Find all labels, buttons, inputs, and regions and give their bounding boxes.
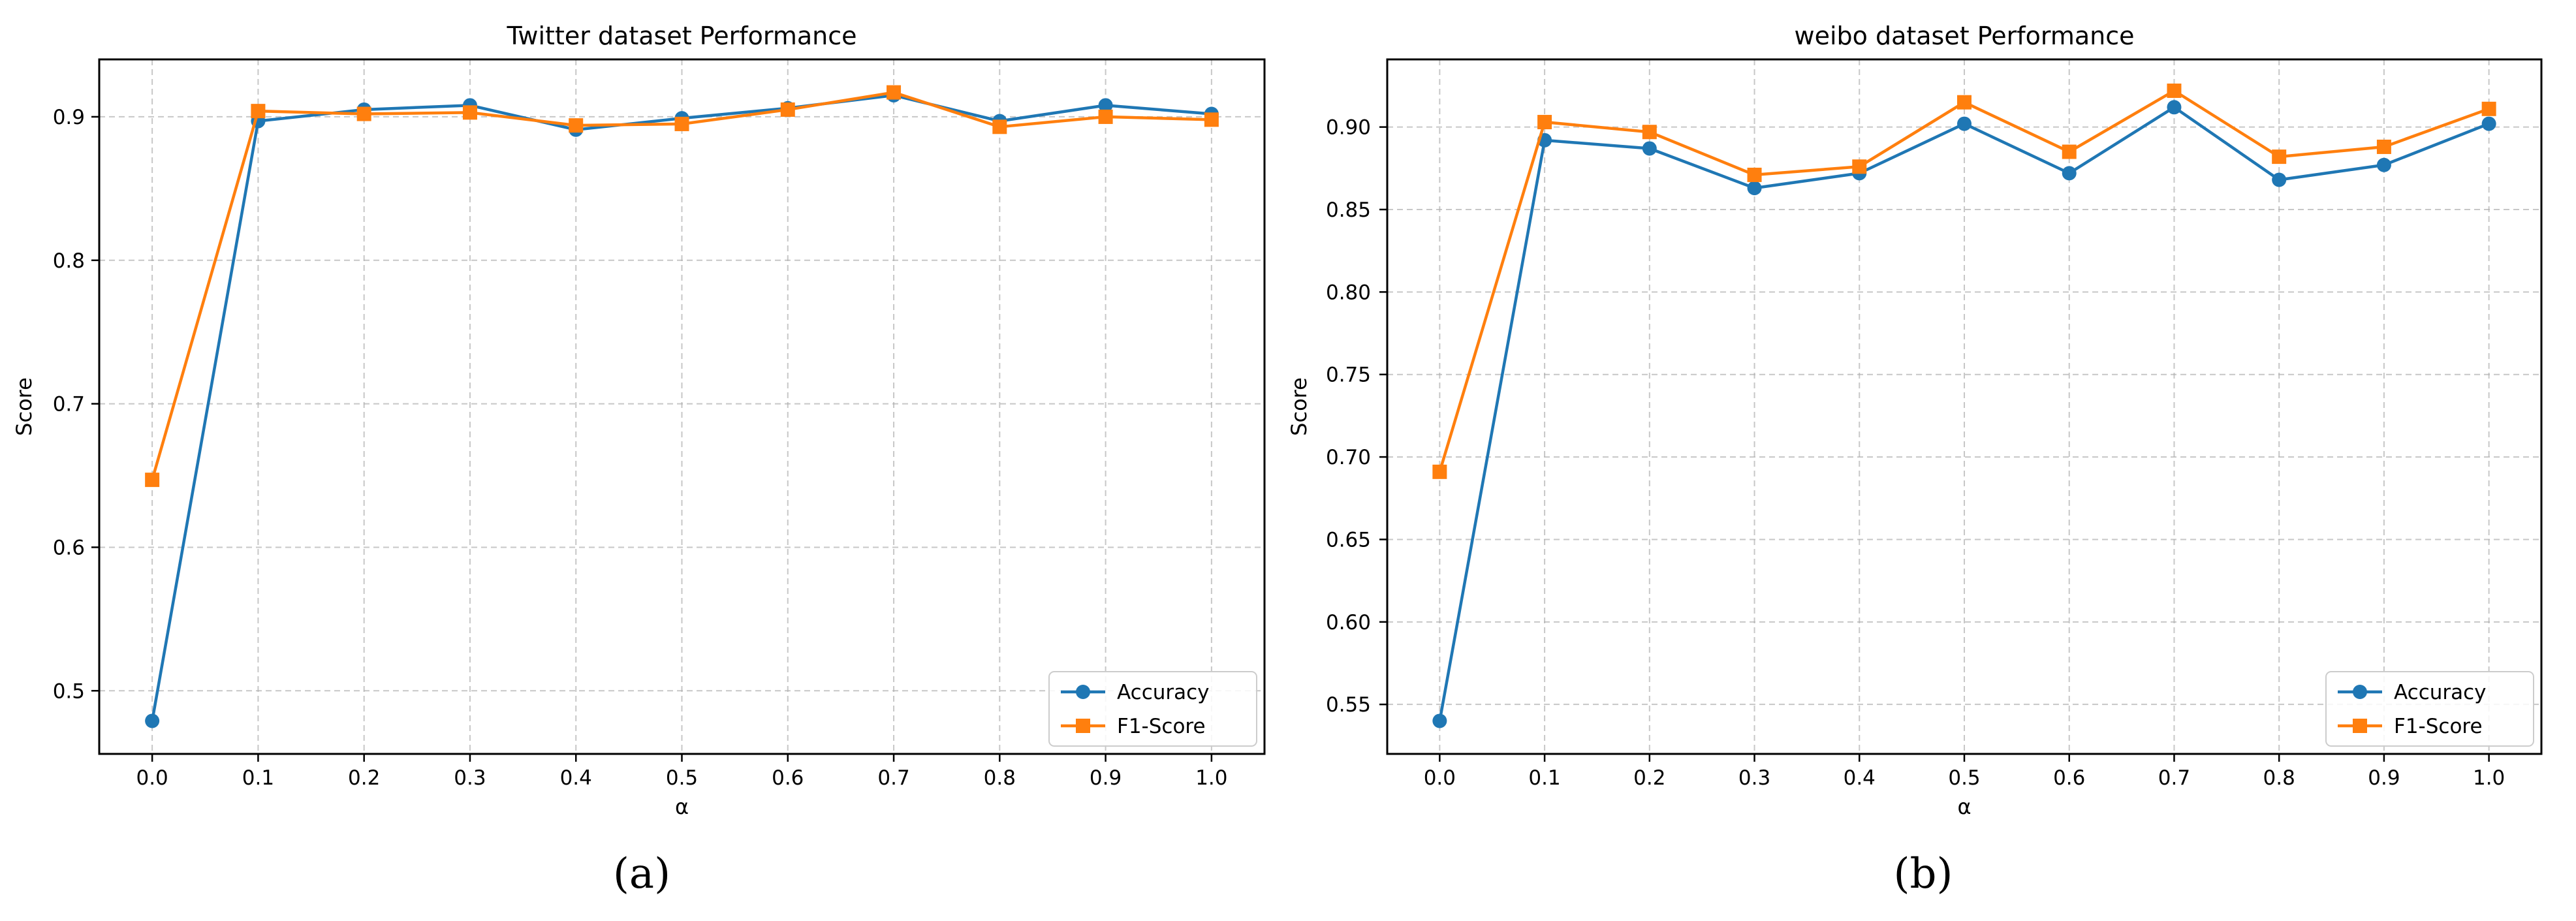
accuracy-point: [2272, 172, 2287, 187]
f1-score-point: [251, 104, 266, 119]
y-tick-label: 0.9: [53, 106, 85, 129]
legend-marker-circle: [1076, 685, 1090, 699]
y-tick-label: 0.70: [1326, 446, 1371, 469]
x-tick-label: 0.7: [877, 766, 909, 790]
accuracy-point: [145, 713, 160, 728]
y-axis-label: Score: [1287, 377, 1312, 436]
x-tick-label: 0.4: [560, 766, 592, 790]
x-tick-label: 0.2: [348, 766, 380, 790]
x-tick-label: 0.1: [1528, 766, 1560, 790]
chart-panel-b: 0.0 0.1 0.2 0.3 0.4 0.5 0.6 0.7 0.8 0.9 1.0 0.55 0.6…: [1287, 22, 2543, 819]
legend-label: Accuracy: [1117, 681, 1210, 704]
legend-marker-square: [2353, 719, 2367, 733]
f1-score-point: [569, 118, 584, 133]
y-tick-label: 0.6: [53, 536, 85, 559]
y-tick-label: 0.55: [1326, 693, 1371, 717]
legend-box: [1048, 671, 1257, 747]
x-tick-label: 0.8: [984, 766, 1016, 790]
y-tick-label: 0.8: [53, 249, 85, 273]
f1-score-point: [780, 102, 795, 117]
f1-score-point: [1642, 125, 1657, 140]
f1-score-point: [145, 473, 160, 488]
y-tick-label: 0.7: [53, 393, 85, 416]
accuracy-point: [1642, 141, 1657, 156]
y-tick-label: 0.65: [1326, 528, 1371, 552]
f1-score-point: [887, 85, 902, 100]
accuracy-point: [2062, 166, 2077, 181]
x-tick-label: 0.6: [2053, 766, 2085, 790]
x-tick-label: 0.7: [2158, 766, 2190, 790]
chart-title: Twitter dataset Performance: [507, 22, 857, 50]
f1-score-point: [2481, 101, 2496, 116]
x-tick-label: 0.1: [242, 766, 274, 790]
x-tick-label: 0.0: [1424, 766, 1456, 790]
accuracy-point: [1747, 181, 1762, 196]
y-tick-label: 0.60: [1326, 611, 1371, 634]
f1-score-point: [1098, 109, 1113, 124]
x-tick-label: 0.3: [454, 766, 486, 790]
x-tick-label: 1.0: [1195, 766, 1227, 790]
x-tick-label: 0.4: [1844, 766, 1876, 790]
legend: Accuracy F1-Score: [1048, 671, 1257, 747]
f1-score-point: [1537, 115, 1552, 130]
legend-marker-square: [1076, 719, 1090, 733]
f1-score-point: [992, 119, 1007, 134]
legend: Accuracy F1-Score: [2325, 671, 2534, 747]
x-tick-label: 0.9: [1090, 766, 1122, 790]
panel-caption: (a): [613, 850, 670, 898]
f1-score-point: [462, 105, 477, 120]
accuracy-point: [1098, 98, 1113, 113]
legend-box: [2325, 671, 2534, 747]
f1-score-point: [2167, 84, 2182, 99]
legend-label: F1-Score: [1117, 715, 1206, 738]
f1-score-point: [356, 106, 371, 121]
legend-label: F1-Score: [2394, 715, 2483, 738]
x-tick-label: 0.2: [1633, 766, 1665, 790]
x-axis-label: α: [1957, 794, 1971, 819]
x-tick-label: 0.5: [1948, 766, 1980, 790]
f1-score-point: [2272, 149, 2287, 164]
y-axis-label: Score: [12, 377, 37, 436]
x-tick-label: 0.5: [666, 766, 698, 790]
legend-label: Accuracy: [2394, 681, 2487, 704]
f1-score-point: [2376, 139, 2391, 154]
x-tick-label: 1.0: [2473, 766, 2505, 790]
f1-score-point: [674, 116, 689, 131]
y-tick-label: 0.85: [1326, 198, 1371, 222]
f1-score-point: [1852, 159, 1867, 174]
panel-caption: (b): [1894, 850, 1953, 898]
f1-score-point: [1747, 167, 1762, 182]
x-axis-label: α: [675, 794, 689, 819]
f1-score-point: [1432, 464, 1447, 479]
x-tick-label: 0.0: [136, 766, 168, 790]
x-tick-label: 0.8: [2263, 766, 2295, 790]
f1-score-point: [1957, 95, 1971, 110]
x-tick-label: 0.6: [772, 766, 804, 790]
y-tick-label: 0.75: [1326, 364, 1371, 387]
accuracy-point: [2481, 116, 2496, 131]
chart-title: weibo dataset Performance: [1794, 22, 2134, 50]
f1-score-point: [2062, 144, 2077, 159]
y-tick-label: 0.5: [53, 679, 85, 703]
y-tick-label: 0.80: [1326, 281, 1371, 304]
x-tick-label: 0.3: [1738, 766, 1770, 790]
accuracy-point: [1432, 713, 1447, 728]
chart-panel-a: 0.0 0.1 0.2 0.3 0.4 0.5 0.6 0.7 0.8 0.9 1.0 0.5 0.6 0…: [12, 22, 1266, 819]
accuracy-point: [1957, 116, 1971, 131]
y-tick-label: 0.90: [1326, 116, 1371, 140]
accuracy-point: [2376, 157, 2391, 172]
x-tick-label: 0.9: [2368, 766, 2400, 790]
legend-marker-circle: [2353, 685, 2367, 699]
f1-score-point: [1204, 112, 1219, 127]
accuracy-point: [2167, 100, 2182, 115]
